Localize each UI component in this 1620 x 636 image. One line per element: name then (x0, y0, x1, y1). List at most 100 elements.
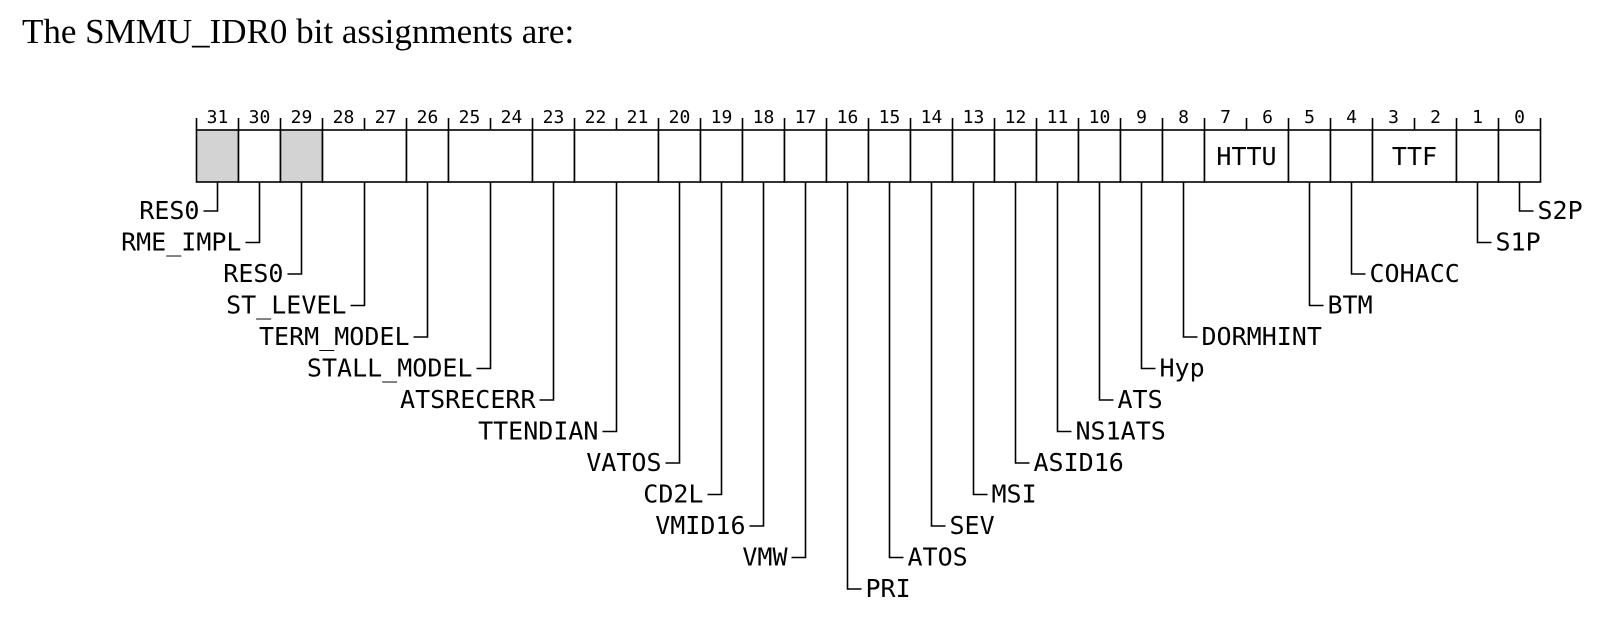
bit-number: 1 (1472, 107, 1483, 128)
field-label-cohacc: COHACC (1370, 259, 1460, 288)
field-label-hyp: Hyp (1160, 354, 1205, 383)
field-label-btm: BTM (1328, 291, 1373, 320)
field-cell-s1p (1455, 129, 1500, 183)
field-cell-st-level (321, 129, 408, 183)
field-label-msi: MSI (992, 480, 1037, 509)
bit-number: 11 (1047, 107, 1069, 128)
field-cell-httu (1203, 129, 1290, 183)
page-heading: The SMMU_IDR0 bit assignments are: (22, 12, 575, 51)
bit-number: 2 (1430, 107, 1441, 128)
field-cell-s2p (1497, 129, 1542, 183)
bit-number: 25 (459, 107, 481, 128)
bit-number: 20 (669, 107, 691, 128)
bit-number: 28 (333, 107, 355, 128)
bit-number: 3 (1388, 107, 1399, 128)
leader-sev (930, 182, 946, 527)
field-cell-sev (909, 129, 954, 183)
field-label-s1p: S1P (1496, 228, 1541, 257)
leader-dormhint (1182, 182, 1198, 338)
field-label-atsrecerr: ATSRECERR (400, 385, 536, 414)
bit-number: 24 (501, 107, 523, 128)
bit-number: 6 (1262, 107, 1273, 128)
bit-number: 10 (1089, 107, 1111, 128)
leader-msi (972, 182, 988, 496)
field-cell-hyp (1119, 129, 1164, 183)
field-cell-vatos (657, 129, 702, 183)
bit-number: 0 (1514, 107, 1525, 128)
field-label-term-model: TERM_MODEL (259, 322, 410, 351)
leader-cohacc (1350, 182, 1366, 275)
leader-res0 (287, 182, 303, 275)
field-label-dormhint: DORMHINT (1202, 322, 1322, 351)
bit-number: 17 (795, 107, 817, 128)
leader-vmid16 (749, 182, 765, 527)
leader-stall-model (476, 182, 492, 370)
field-label-vatos: VATOS (586, 448, 661, 477)
bit-number: 5 (1304, 107, 1315, 128)
leader-atsrecerr (539, 182, 555, 401)
bit-number: 9 (1136, 107, 1147, 128)
leader-pri (846, 182, 862, 590)
field-label-rme-impl: RME_IMPL (121, 228, 241, 257)
field-leaders (203, 182, 1534, 590)
field-label-res0: RES0 (139, 196, 199, 225)
field-cell-pri (825, 129, 870, 183)
field-cell-res0 (279, 129, 324, 183)
bit-number: 13 (963, 107, 985, 128)
field-cell-cd2l (699, 129, 744, 183)
field-labels: HTTU TTFRES0RME_IMPLRES0ST_LEVELTERM_MODE… (121, 142, 1583, 603)
leader-st-level (350, 182, 366, 307)
leader-ns1ats (1056, 182, 1072, 433)
field-cell-cohacc (1329, 129, 1374, 183)
leader-cd2l (707, 182, 723, 496)
field-label-asid16: ASID16 (1034, 448, 1124, 477)
bit-number: 15 (879, 107, 901, 128)
bit-numbers: 31 30 29 28 27 26 25 24 23 22 21 20 19 18 17 16 15 14 13 12… (207, 107, 1525, 128)
field-cell-atos (867, 129, 912, 183)
leader-vatos (665, 182, 681, 464)
field-label-sev: SEV (950, 511, 995, 540)
bit-number: 14 (921, 107, 943, 128)
leader-atos (888, 182, 904, 559)
leader-ats (1098, 182, 1114, 401)
leader-s1p (1476, 182, 1492, 244)
bit-number: 4 (1346, 107, 1357, 128)
field-cell-term-model (405, 129, 450, 183)
field-cell-vmid16 (741, 129, 786, 183)
leader-vmw (791, 182, 807, 559)
leader-term-model (413, 182, 429, 338)
field-cell-asid16 (993, 129, 1038, 183)
field-label-res0: RES0 (223, 259, 283, 288)
bit-ticks (195, 118, 1542, 130)
field-cell-vmw (783, 129, 828, 183)
bit-number: 27 (375, 107, 397, 128)
register-cells (195, 129, 1542, 183)
field-label-httu: HTTU (1216, 142, 1276, 171)
field-label-s2p: S2P (1538, 196, 1583, 225)
field-label-vmid16: VMID16 (655, 511, 745, 540)
leader-rme-impl (245, 182, 261, 244)
bit-number: 29 (291, 107, 313, 128)
field-label-ttendian: TTENDIAN (478, 417, 598, 446)
bit-number: 21 (627, 107, 649, 128)
bit-number: 8 (1178, 107, 1189, 128)
bit-number: 16 (837, 107, 859, 128)
leader-btm (1308, 182, 1324, 307)
leader-res0 (203, 182, 219, 212)
field-label-ats: ATS (1118, 385, 1163, 414)
field-label-stall-model: STALL_MODEL (307, 354, 473, 383)
bit-number: 18 (753, 107, 775, 128)
field-cell-btm (1287, 129, 1332, 183)
bit-number: 7 (1220, 107, 1231, 128)
field-cell-dormhint (1161, 129, 1206, 183)
bit-number: 22 (585, 107, 607, 128)
field-label-ttf: TTF (1392, 142, 1437, 171)
bit-number: 23 (543, 107, 565, 128)
bit-number: 31 (207, 107, 229, 128)
field-cell-msi (951, 129, 996, 183)
field-label-atos: ATOS (908, 543, 968, 572)
bit-number: 12 (1005, 107, 1027, 128)
field-cell-stall-model (447, 129, 534, 183)
field-cell-ns1ats (1035, 129, 1080, 183)
